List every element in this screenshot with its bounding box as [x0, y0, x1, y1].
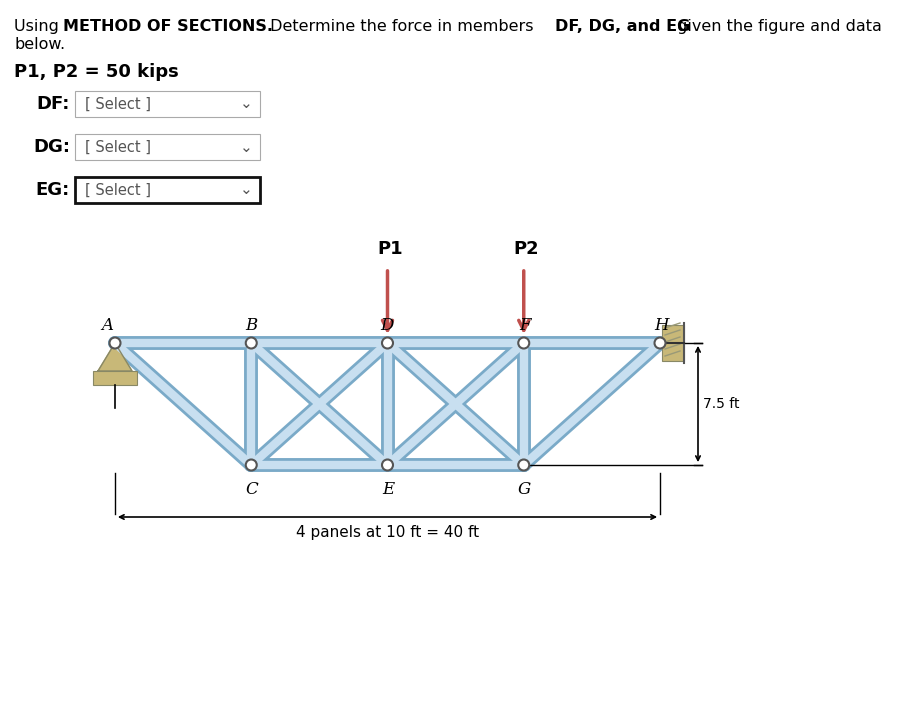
Text: H: H — [654, 317, 668, 334]
Text: A: A — [101, 317, 113, 334]
Text: below.: below. — [14, 37, 65, 52]
Circle shape — [110, 337, 121, 349]
Text: P1, P2 = 50 kips: P1, P2 = 50 kips — [14, 63, 179, 81]
Text: [ Select ]: [ Select ] — [85, 183, 151, 198]
Text: DG:: DG: — [33, 138, 70, 156]
Text: Determine the force in members: Determine the force in members — [265, 19, 538, 34]
Text: DF:: DF: — [37, 95, 70, 113]
Circle shape — [382, 459, 393, 471]
Text: ⌄: ⌄ — [240, 183, 253, 198]
Text: F: F — [519, 317, 530, 334]
Text: [ Select ]: [ Select ] — [85, 140, 151, 155]
Text: EG:: EG: — [36, 181, 70, 199]
Text: P2: P2 — [514, 240, 539, 258]
Text: G: G — [518, 481, 531, 498]
Text: METHOD OF SECTIONS.: METHOD OF SECTIONS. — [63, 19, 273, 34]
Text: ⌄: ⌄ — [240, 96, 253, 111]
Text: DF, DG, and EG: DF, DG, and EG — [555, 19, 691, 34]
Text: D: D — [381, 317, 394, 334]
Circle shape — [246, 337, 256, 349]
Circle shape — [655, 337, 666, 349]
Text: 4 panels at 10 ft = 40 ft: 4 panels at 10 ft = 40 ft — [296, 525, 479, 540]
Bar — [93, 371, 137, 385]
Circle shape — [382, 337, 393, 349]
Bar — [75, 91, 260, 117]
Text: Using: Using — [14, 19, 64, 34]
Text: 7.5 ft: 7.5 ft — [703, 397, 739, 411]
Circle shape — [518, 337, 529, 349]
Circle shape — [246, 459, 256, 471]
Text: P1: P1 — [377, 240, 403, 258]
Text: ⌄: ⌄ — [240, 140, 253, 155]
Bar — [75, 177, 260, 203]
Text: [ Select ]: [ Select ] — [85, 96, 151, 111]
Circle shape — [518, 459, 529, 471]
Text: given the figure and data: given the figure and data — [672, 19, 881, 34]
Text: C: C — [245, 481, 258, 498]
Text: E: E — [383, 481, 395, 498]
Bar — [75, 134, 260, 160]
Polygon shape — [98, 343, 132, 371]
Bar — [662, 325, 684, 361]
Text: B: B — [245, 317, 257, 334]
